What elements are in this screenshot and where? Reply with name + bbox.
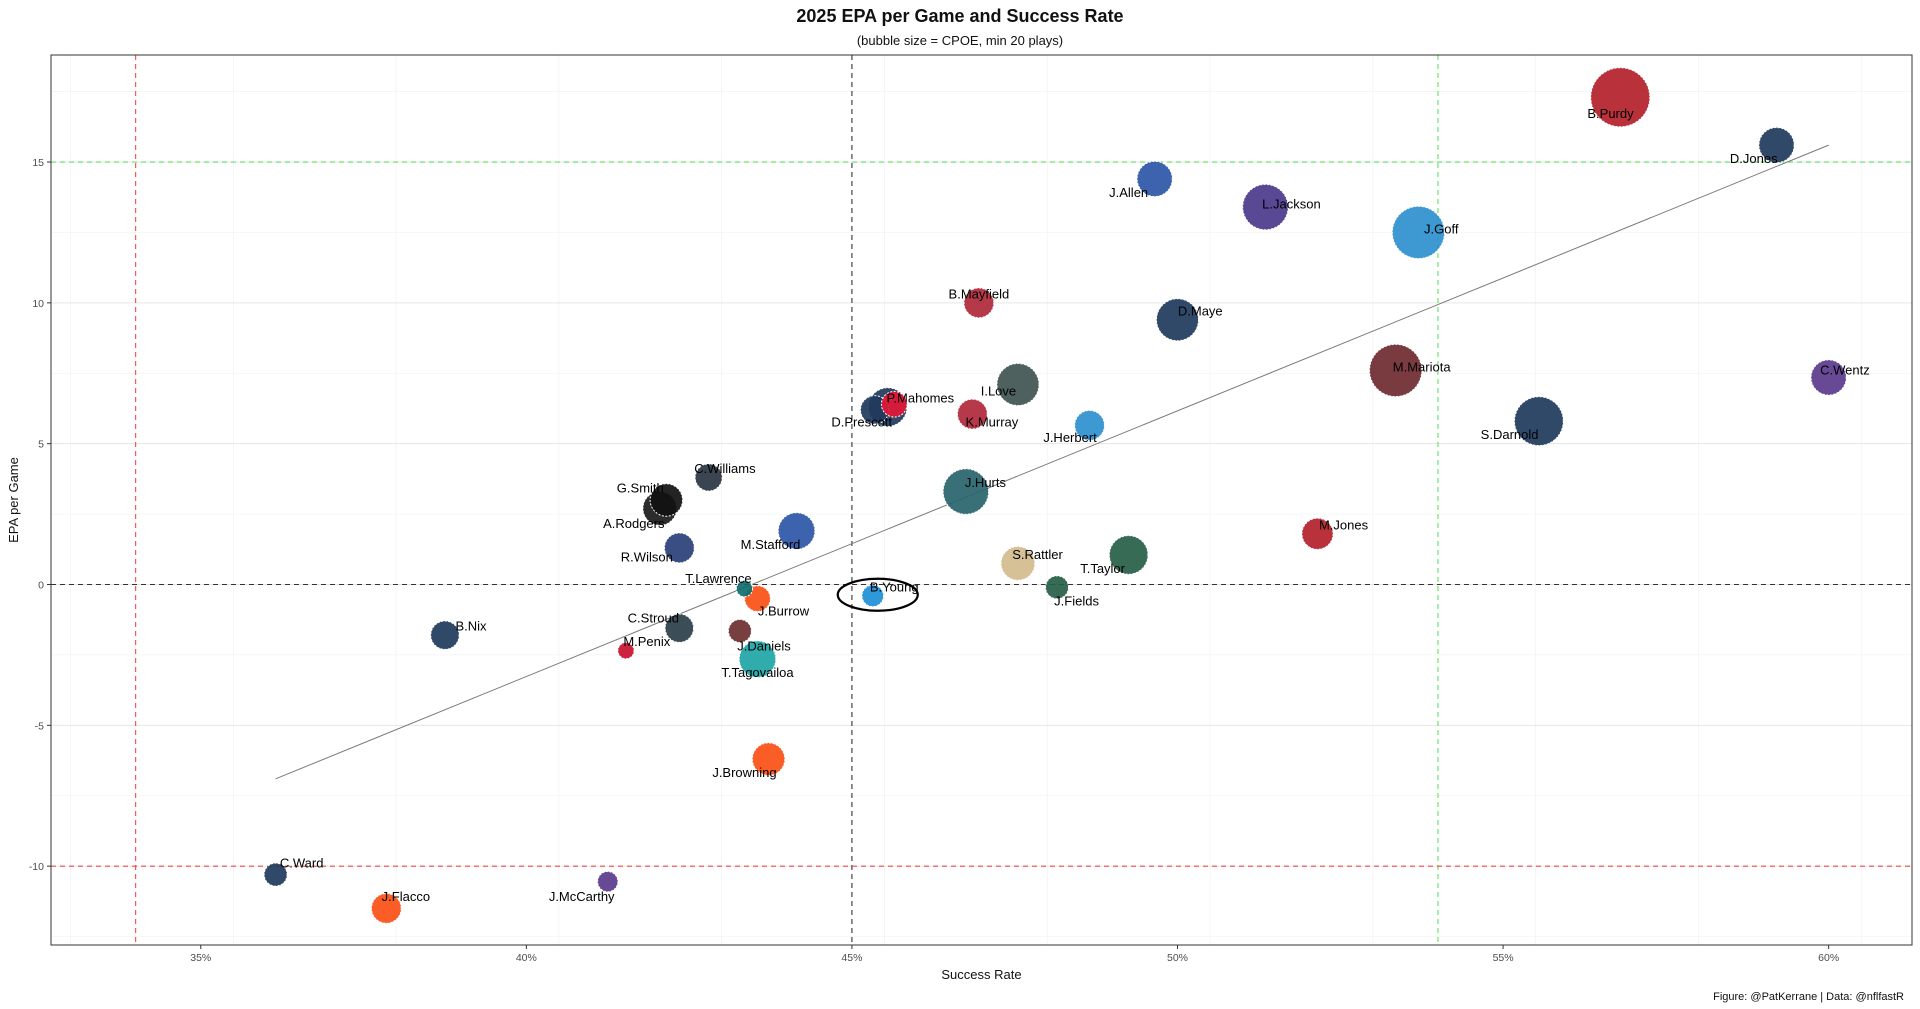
chart-subtitle: (bubble size = CPOE, min 20 plays) [856,33,1064,48]
data-point-j-mccarthy [597,871,619,893]
y-tick-label: 0 [38,579,44,591]
data-point-j-herbert [1074,409,1105,441]
data-point-p-mahomes-alt [880,390,908,418]
data-label-m-mariota: M.Mariota [1393,360,1452,375]
trend-line [275,144,1829,780]
data-point-k-murray [957,398,988,430]
data-label-c-williams: C.Williams [694,461,756,476]
data-point-t-taylor [1108,535,1149,575]
data-point-s-darnold [1513,396,1564,447]
data-label-j-daniels: J.Daniels [737,638,791,653]
data-point-j-goff [1391,205,1446,260]
data-label-j-mccarthy: J.McCarthy [549,889,615,904]
data-point-c-ward [263,862,288,887]
data-label-s-rattler: S.Rattler [1012,547,1063,562]
axes: 35% 40% 45% 50% 55% 60% -10 -5 0 5 10 15 Success Rat… [6,54,1913,982]
data-point-m-jones [1301,517,1334,550]
x-axis-title: Success Rate [941,967,1021,982]
data-label-b-nix: B.Nix [455,619,487,634]
data-label-i-love: I.Love [981,384,1016,399]
data-point-j-allen [1136,160,1173,198]
data-point-j-flacco [370,893,402,924]
data-point-j-browning [751,742,786,776]
chart-title: 2025 EPA per Game and Success Rate [796,6,1124,26]
data-label-j-browning: J.Browning [712,765,776,780]
data-label-j-burrow: J.Burrow [758,603,810,618]
data-label-j-allen: J.Allen [1109,185,1148,200]
data-label-m-penix: M.Penix [623,634,670,649]
data-point-r-wilson [663,532,695,564]
data-label-d-prescott: D.Prescott [831,415,892,430]
data-point-b-young [861,584,885,608]
y-axis-title: EPA per Game [6,457,21,543]
data-point-m-mariota [1369,343,1423,398]
data-point-c-stroud [664,613,695,643]
data-point-j-hurts [942,468,990,515]
data-label-a-rodgers: A.Rodgers [603,516,665,531]
y-tick-label: -10 [29,861,44,873]
data-label-j-hurts: J.Hurts [965,475,1007,490]
data-point-d-maye [1155,298,1199,342]
x-tick-label: 50% [1167,952,1188,964]
data-label-j-herbert: J.Herbert [1043,430,1097,445]
y-tick-label: 10 [32,298,44,310]
data-label-c-wentz: C.Wentz [1820,362,1870,377]
data-point-m-stafford [777,512,816,550]
data-point-t-lawrence [735,580,754,598]
data-point-l-jackson [1242,183,1289,231]
reference-lines [51,55,1912,945]
data-label-j-fields: J.Fields [1054,593,1099,608]
data-point-t-tagovailoa [738,640,777,678]
data-point-b-purdy [1590,67,1651,128]
data-label-s-darnold: S.Darnold [1481,427,1539,442]
data-point-i-love [996,363,1040,407]
data-label-p-mahomes: P.Mahomes [886,391,954,406]
data-point-b-nix [430,620,460,650]
data-point-j-fields [1045,575,1070,600]
data-label-m-jones: M.Jones [1319,517,1369,532]
data-label-c-ward: C.Ward [280,855,324,870]
data-point-j-daniels [727,618,752,643]
y-tick-label: 5 [38,439,44,451]
data-label-d-jones: D.Jones [1730,151,1778,166]
data-points [263,67,1847,924]
data-label-b-young: B.Young [870,579,919,594]
x-tick-label: 35% [190,952,211,964]
grid-lines [51,55,1912,945]
data-label-t-lawrence: T.Lawrence [685,571,751,586]
data-point-g-smith [649,483,684,517]
x-tick-label: 45% [841,952,862,964]
x-tick-label: 40% [516,952,537,964]
data-point-d-jones [1758,127,1795,164]
data-label-j-goff: J.Goff [1424,222,1459,237]
highlight-ellipse [836,577,919,612]
data-label-b-purdy: B.Purdy [1587,106,1634,121]
data-point-c-williams [694,463,723,492]
point-labels: B.Purdy D.Jones J.Allen L.Jackson J.Goff B.Ma… [280,106,1870,904]
data-label-l-jackson: L.Jackson [1262,196,1321,211]
data-point-b-mayfield [963,287,995,319]
data-label-b-mayfield: B.Mayfield [949,286,1010,301]
data-label-c-stroud: C.Stroud [628,610,679,625]
trend-line-group [275,144,1829,780]
data-label-t-tagovailoa: T.Tagovailoa [721,665,794,680]
data-label-m-stafford: M.Stafford [741,537,801,552]
plot-panel-border [50,54,1913,946]
x-tick-label: 60% [1818,952,1839,964]
y-tick-label: -5 [35,720,44,732]
x-tick-label: 55% [1493,952,1514,964]
data-label-k-murray: K.Murray [966,415,1019,430]
data-point-c-wentz [1810,359,1847,396]
data-label-r-wilson: R.Wilson [621,550,673,565]
data-point-s-rattler [1000,545,1036,581]
data-label-g-smith: G.Smith [617,481,664,496]
y-tick-label: 15 [32,157,44,169]
data-point-m-penix [617,642,635,660]
data-label-d-maye: D.Maye [1178,303,1223,318]
data-label-j-flacco: J.Flacco [382,889,430,904]
chart-caption: Figure: @PatKerrane | Data: @nflfastR [1713,991,1904,1003]
data-label-t-taylor: T.Taylor [1080,561,1125,576]
